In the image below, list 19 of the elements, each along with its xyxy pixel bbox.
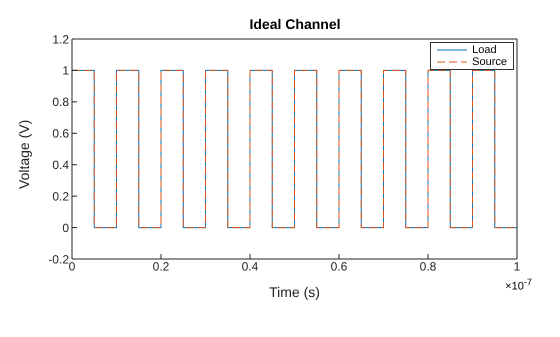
x-tick-label: 1 [514, 260, 521, 274]
y-tick-label: 0.2 [52, 189, 70, 204]
x-axis-title: Time (s) [269, 284, 320, 300]
chart-title: Ideal Channel [248, 16, 342, 32]
y-tick-label: 1 [62, 64, 70, 78]
legend-label: Source [472, 56, 507, 68]
y-tick-label: 0.4 [52, 158, 70, 172]
x-tick-label: 0.4 [242, 260, 259, 274]
x-tick-label: 0.8 [420, 260, 437, 274]
y-tick-label: 0.6 [52, 126, 70, 141]
y-tick-label: 1.2 [52, 32, 70, 46]
text: ×10$^{-7}$ [505, 277, 532, 293]
y-tick-label: 0 [62, 220, 70, 235]
y-tick-label: 0.8 [52, 95, 70, 110]
legend-label: Load [472, 44, 497, 56]
y-axis-title: Voltage (V) [16, 120, 32, 189]
x-tick-label: 0.6 [330, 260, 348, 274]
x-tick-label: 0.2 [152, 260, 170, 274]
y-tick-label: -0.2 [48, 252, 70, 266]
